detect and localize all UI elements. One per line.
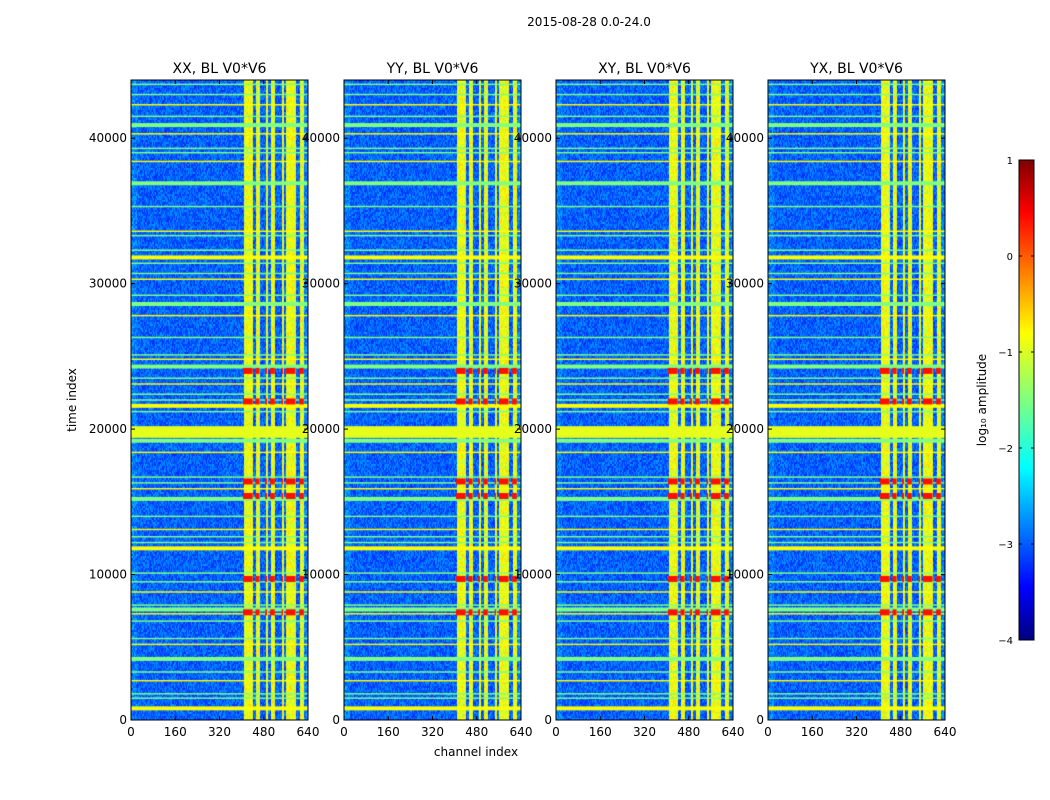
x-tick-label: 0 [127, 725, 135, 739]
x-tick-label: 640 [934, 725, 957, 739]
y-tick-label: 40000 [726, 131, 764, 145]
x-tick-label: 480 [252, 725, 275, 739]
panel-xy: XY, BL V0*V6 0 160 320 480 640 0 10000 20000 3000… [514, 61, 745, 739]
y-tick-label: 0 [544, 713, 552, 727]
panel-xx: XX, BL V0*V6 0 160 320 480 640 0 10000 20000 3000… [89, 61, 320, 739]
colorbar-tick-label: −4 [998, 636, 1013, 647]
colorbar-tick-label: −2 [998, 444, 1013, 455]
y-tick-label: 20000 [514, 422, 552, 436]
x-tick-label: 160 [589, 725, 612, 739]
colorbar-tick-label: −1 [998, 348, 1013, 359]
x-tick-label: 320 [208, 725, 231, 739]
y-tick-label: 20000 [302, 422, 340, 436]
y-axis-label: time index [65, 368, 79, 432]
y-tick-label: 20000 [726, 422, 764, 436]
panel-title: XX, BL V0*V6 [173, 61, 267, 77]
x-tick-label: 320 [421, 725, 444, 739]
panel-title: YX, BL V0*V6 [809, 61, 903, 77]
x-axis-label: channel index [434, 745, 518, 759]
y-tick-label: 30000 [89, 277, 127, 291]
panel-title: YY, BL V0*V6 [386, 61, 479, 77]
y-tick-label: 30000 [514, 277, 552, 291]
y-tick-label: 0 [332, 713, 340, 727]
y-tick-label: 0 [119, 713, 127, 727]
heatmap-image [768, 80, 945, 720]
x-tick-label: 0 [552, 725, 560, 739]
x-tick-label: 480 [889, 725, 912, 739]
y-tick-label: 0 [756, 713, 764, 727]
y-tick-label: 10000 [514, 568, 552, 582]
colorbar-gradient [1018, 159, 1035, 641]
y-tick-label: 30000 [726, 277, 764, 291]
panel-yy: YY, BL V0*V6 0 160 320 480 640 0 10000 20000 3000… [302, 61, 533, 739]
y-tick-label: 10000 [302, 568, 340, 582]
figure-suptitle: 2015-08-28 0.0-24.0 [527, 15, 651, 29]
y-tick-label: 40000 [89, 131, 127, 145]
panels-group: XX, BL V0*V6 0 160 320 480 640 0 10000 20000 3000… [89, 61, 957, 739]
x-tick-label: 160 [164, 725, 187, 739]
x-tick-label: 0 [764, 725, 772, 739]
x-tick-label: 320 [633, 725, 656, 739]
x-tick-label: 320 [845, 725, 868, 739]
x-tick-label: 480 [465, 725, 488, 739]
colorbar-label: log₁₀ amplitude [975, 354, 989, 446]
x-tick-label: 480 [677, 725, 700, 739]
y-tick-label: 10000 [726, 568, 764, 582]
y-tick-label: 10000 [89, 568, 127, 582]
y-tick-label: 30000 [302, 277, 340, 291]
colorbar-tick-label: 0 [1007, 252, 1013, 263]
colorbar-tick-label: −3 [998, 540, 1013, 551]
heatmap-image [556, 80, 733, 720]
y-tick-label: 20000 [89, 422, 127, 436]
x-tick-label: 640 [510, 725, 533, 739]
x-tick-label: 0 [340, 725, 348, 739]
colorbar-tick-label: 1 [1007, 156, 1013, 167]
heatmap-image [344, 80, 521, 720]
colorbar: 1 0 −1 −2 −3 −4 log₁₀ amplitude [975, 156, 1035, 647]
y-tick-label: 40000 [514, 131, 552, 145]
colorbar-ticks: 1 0 −1 −2 −3 −4 [998, 156, 1034, 647]
x-tick-label: 640 [722, 725, 745, 739]
x-tick-label: 160 [377, 725, 400, 739]
panel-yx: YX, BL V0*V6 0 160 320 480 640 0 10000 20000 3000… [726, 61, 957, 739]
x-tick-label: 160 [801, 725, 824, 739]
panel-title: XY, BL V0*V6 [598, 61, 691, 77]
y-tick-label: 40000 [302, 131, 340, 145]
x-tick-label: 640 [297, 725, 320, 739]
heatmap-image [131, 80, 308, 720]
